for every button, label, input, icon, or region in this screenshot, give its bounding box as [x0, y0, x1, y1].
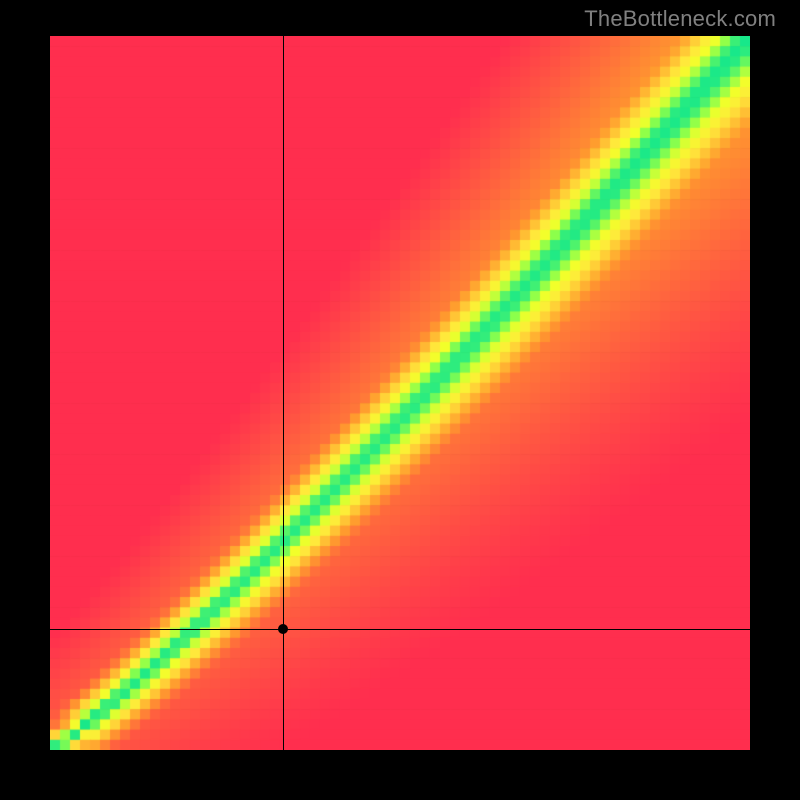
- crosshair-horizontal: [50, 629, 750, 630]
- heatmap-plot: [50, 36, 750, 750]
- watermark-label: TheBottleneck.com: [584, 6, 776, 32]
- crosshair-vertical: [283, 36, 284, 750]
- figure-root: TheBottleneck.com: [0, 0, 800, 800]
- heatmap-canvas: [50, 36, 750, 750]
- crosshair-point: [278, 624, 288, 634]
